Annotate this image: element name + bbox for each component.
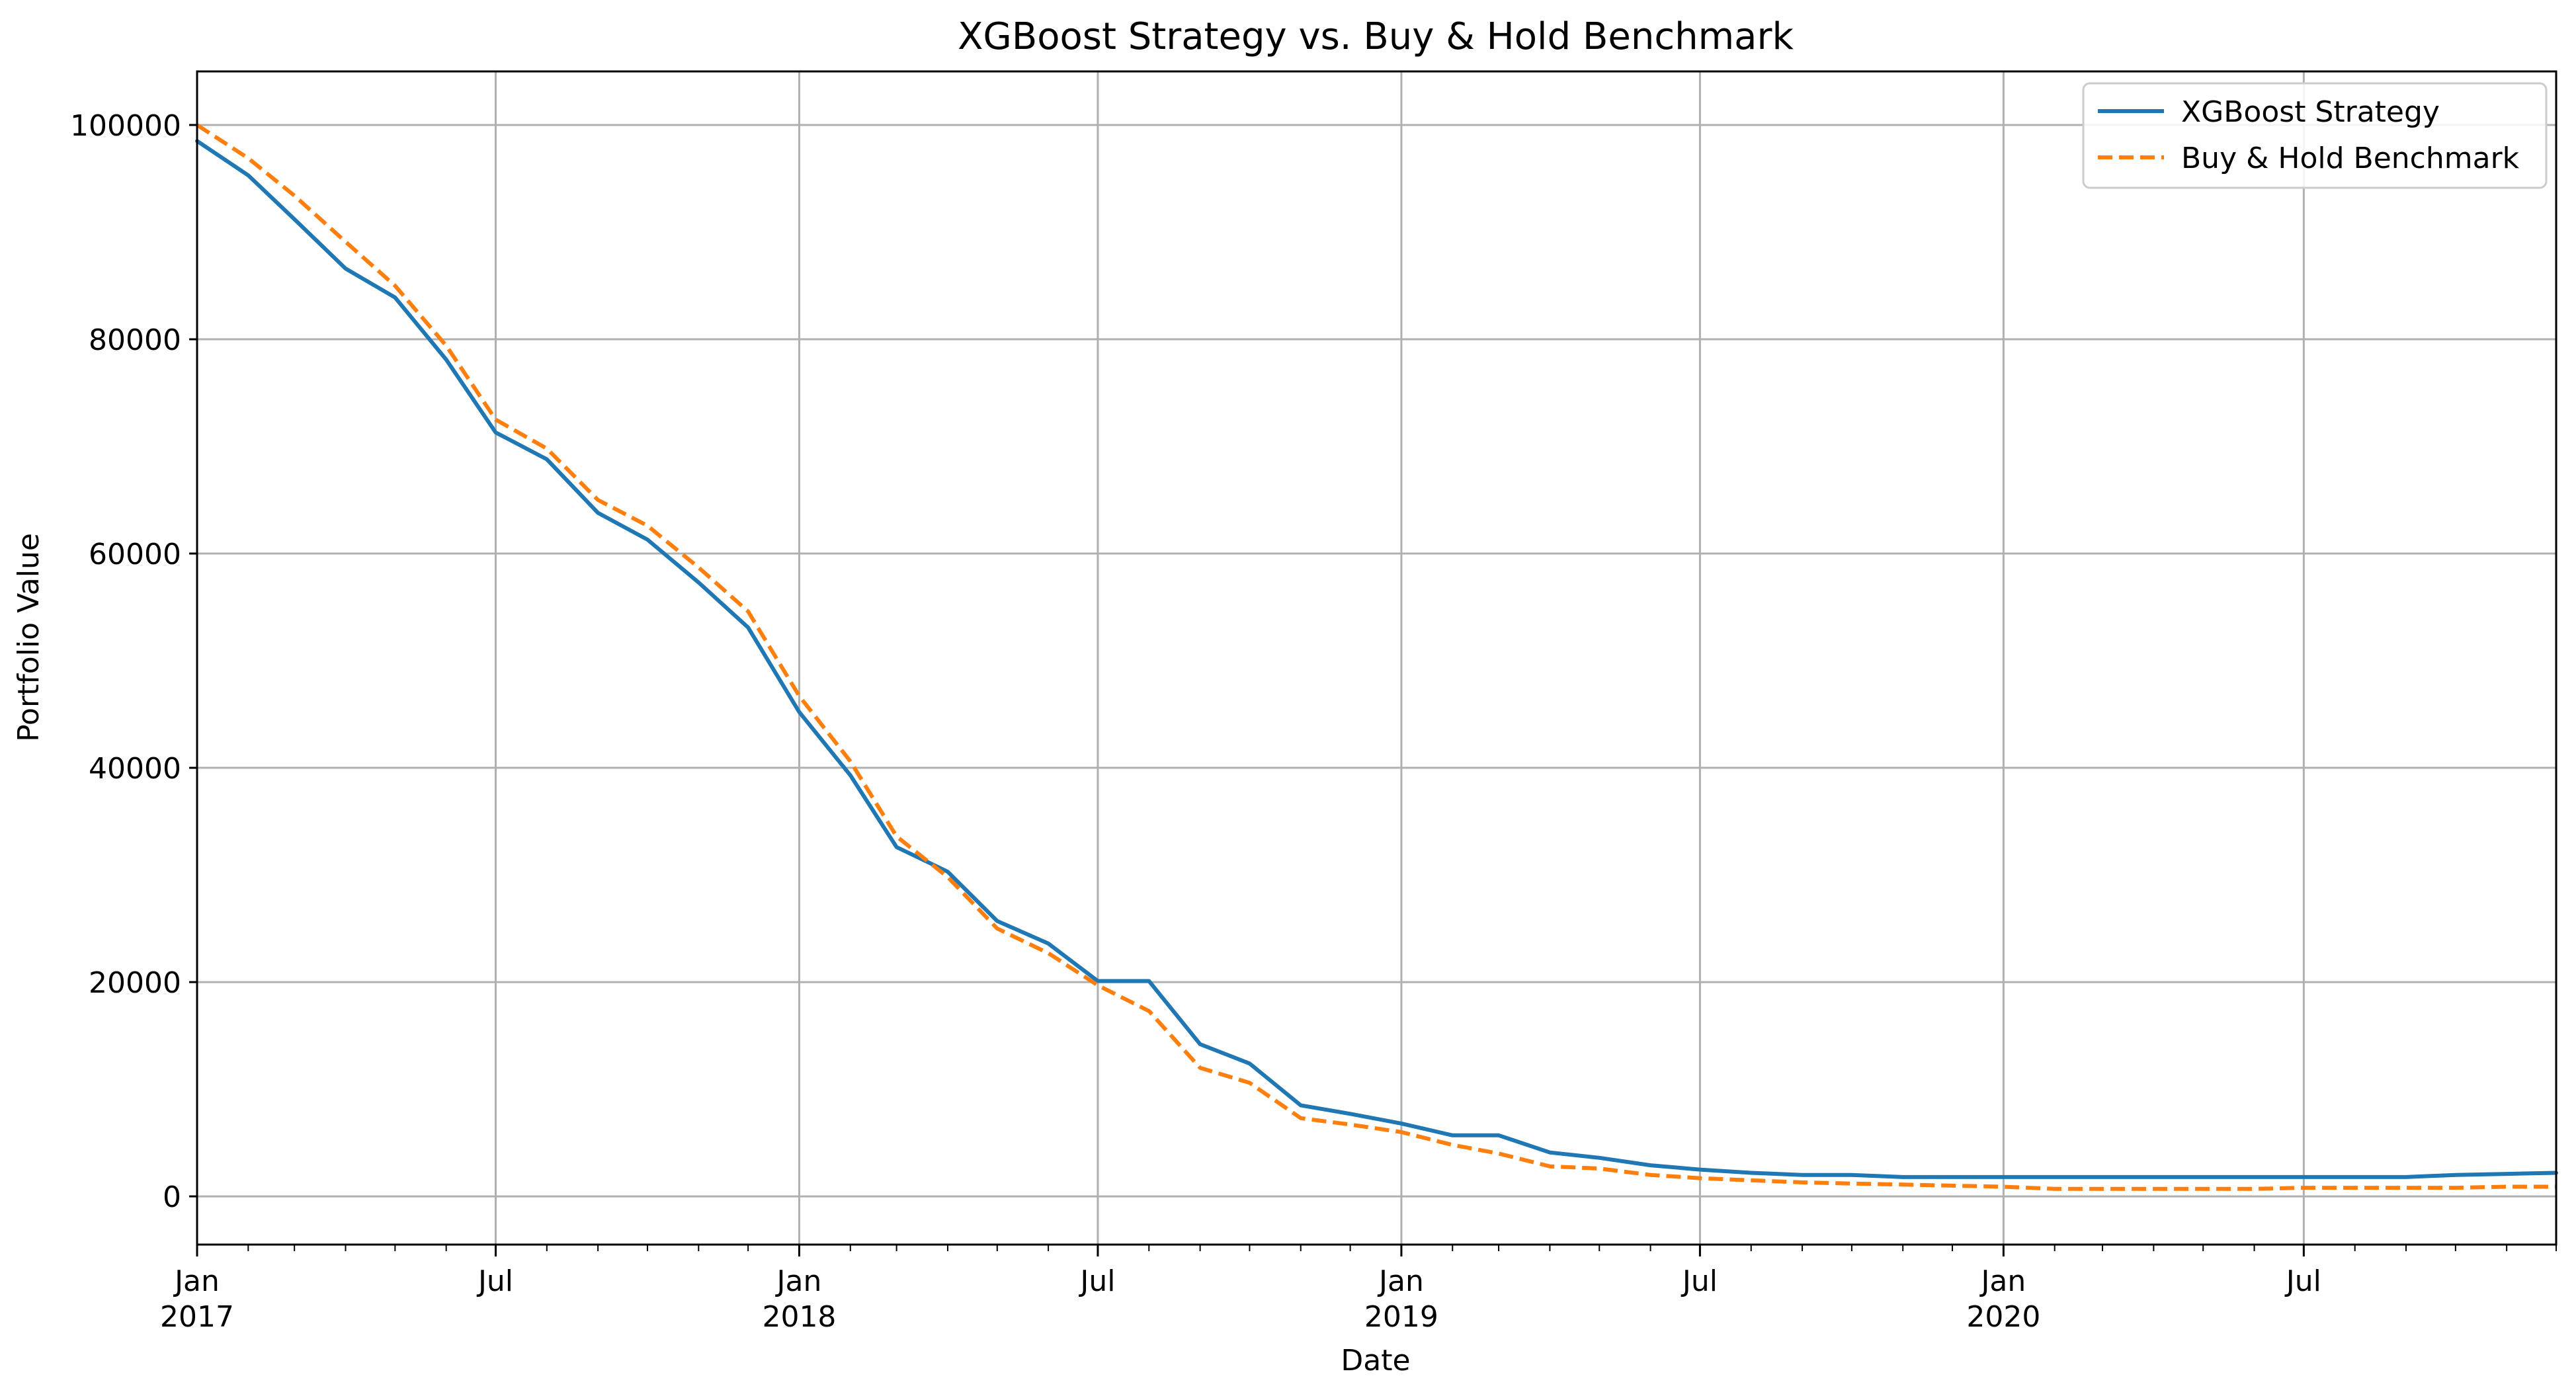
y-tick-label: 60000 xyxy=(89,538,181,571)
plot-area-border xyxy=(196,70,2557,1246)
x-tick-label: Jul xyxy=(1681,1264,1718,1298)
x-tick-label: Jul xyxy=(2284,1264,2321,1298)
chart-title: XGBoost Strategy vs. Buy & Hold Benchmar… xyxy=(958,15,1794,58)
x-axis-label: Date xyxy=(1341,1344,1410,1377)
x-tick-label: Jul xyxy=(1078,1264,1115,1298)
grid-lines xyxy=(196,71,2556,1245)
y-tick-label: 80000 xyxy=(89,323,181,357)
y-tick-label: 0 xyxy=(163,1180,181,1214)
y-axis-label: Portfolio Value xyxy=(12,533,46,742)
y-tick-label: 40000 xyxy=(89,752,181,786)
x-tick-label: Jan xyxy=(1979,1264,2026,1298)
x-tick-year-label: 2019 xyxy=(1364,1300,1438,1334)
y-tick-label: 20000 xyxy=(89,966,181,1000)
x-tick-label: Jul xyxy=(476,1264,513,1298)
x-tick-year-label: 2018 xyxy=(762,1300,836,1334)
legend-label-xgboost: XGBoost Strategy xyxy=(2181,95,2440,129)
series-line-xgboost xyxy=(195,139,2558,1179)
plot-series xyxy=(195,123,2558,1191)
x-tick-year-label: 2020 xyxy=(1966,1300,2040,1334)
x-tick-year-label: 2017 xyxy=(160,1300,234,1334)
x-tick-label: Jan xyxy=(173,1264,220,1298)
series-line-benchmark xyxy=(196,123,2556,1191)
legend-label-benchmark: Buy & Hold Benchmark xyxy=(2181,142,2520,175)
x-tick-label: Jan xyxy=(775,1264,822,1298)
legend: XGBoost Strategy Buy & Hold Benchmark xyxy=(2082,82,2548,189)
legend-box xyxy=(2082,82,2548,189)
chart-text: XGBoost Strategy vs. Buy & Hold Benchmar… xyxy=(12,15,1794,1377)
x-tick-label: Jan xyxy=(1377,1264,1424,1298)
plot-frame xyxy=(196,70,2557,1246)
y-tick-label: 100000 xyxy=(70,109,181,143)
